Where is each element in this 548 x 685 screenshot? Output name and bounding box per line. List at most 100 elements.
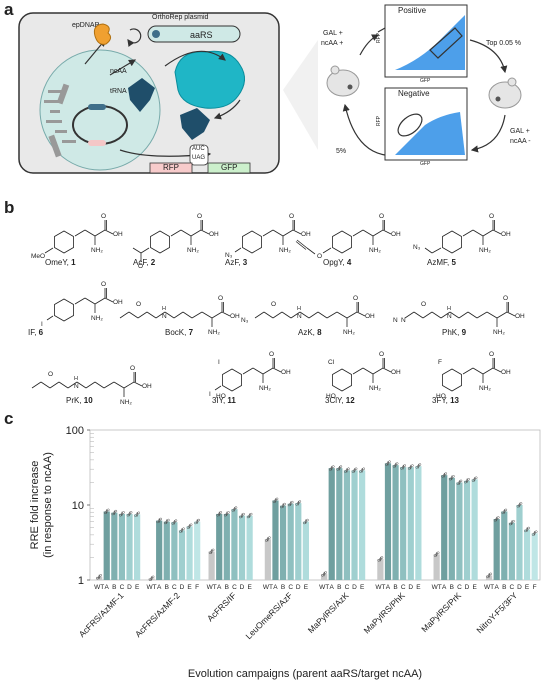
bar-label: E (416, 584, 421, 591)
compound-name: OmeY, (45, 258, 72, 267)
x-axis-label: Evolution campaigns (parent aaRS/target … (188, 668, 422, 680)
replicate-dot (223, 514, 227, 517)
compound-name: BocK, (165, 328, 189, 337)
benzene-ring (332, 368, 352, 392)
replicate-dot (362, 467, 365, 470)
replicate-dot (417, 464, 420, 468)
top-label: Top 0.05 % (486, 40, 522, 47)
bar-D (351, 470, 358, 580)
replicate-dot (444, 472, 448, 475)
replicate-dot (336, 468, 339, 471)
replicate-dot (516, 505, 520, 508)
atom-nh2: NH₂ (479, 247, 491, 254)
bar-label: WT (94, 584, 104, 591)
compound-number: 8 (317, 328, 322, 337)
bar-label: WT (147, 584, 157, 591)
replicate-dot (283, 502, 286, 506)
atom-oh: OH (142, 383, 152, 390)
bar-label: E (360, 584, 365, 591)
atom-i: I (209, 391, 211, 398)
five-percent-label: 5% (336, 148, 347, 155)
replicate-dot (385, 463, 388, 466)
replicate-dot (272, 500, 276, 504)
atom-nh2: NH₂ (369, 385, 381, 392)
replicate-dot (442, 473, 446, 477)
bar-label: C (510, 584, 515, 591)
charged-trna (180, 108, 210, 140)
atom-oh: OH (301, 231, 311, 238)
y-axis-label: (in response to ncAA) (42, 452, 54, 558)
rfp-label: RFP (163, 163, 179, 172)
replicate-dot (395, 462, 399, 465)
compound-name: PhK, (442, 328, 462, 337)
compound-label: 3FY, 13 (432, 396, 459, 405)
bar-E (415, 466, 422, 580)
atom-o: O (101, 213, 106, 220)
atom-oh: OH (281, 369, 291, 376)
compound-label: 3ClY, 12 (325, 396, 355, 405)
trna-label: tRNA (110, 88, 127, 95)
bar-label: WT (375, 584, 385, 591)
benzene-ring (54, 230, 74, 254)
atom-o: O (271, 301, 276, 308)
replicate-dot (436, 551, 440, 554)
replicate-dot (148, 578, 152, 581)
bar-label: C (232, 584, 237, 591)
replicate-dot (225, 512, 229, 516)
replicate-dot (400, 467, 403, 470)
compound-label: AzK, 8 (298, 328, 322, 337)
positive-axis-rfp: RFP (376, 33, 382, 43)
replicate-dot (135, 513, 139, 516)
bar-label: C (345, 584, 350, 591)
atom-ho: HO (436, 393, 446, 400)
aars-pill (147, 25, 241, 43)
replicate-dot (533, 532, 536, 535)
replicate-dot (274, 499, 277, 502)
replicate-dot (304, 520, 308, 523)
group-label: AcFRS/IF (205, 590, 238, 623)
atom-nh2: NH₂ (493, 329, 505, 336)
bar-C (118, 513, 126, 580)
bar-label: B (337, 584, 341, 591)
bar-E (471, 479, 478, 580)
replicate-dot (345, 469, 349, 472)
bar-label: D (127, 584, 132, 591)
compound-label: AzF, 3 (225, 258, 247, 267)
replicate-dot (360, 469, 364, 472)
compound-number: 9 (461, 328, 467, 337)
atom-ho: HO (216, 393, 226, 400)
bar-A (384, 463, 392, 580)
replicate-dot (265, 539, 268, 542)
benzene-ring (150, 230, 170, 254)
ring-gene-pink (88, 140, 106, 146)
atom-nh2: NH₂ (369, 247, 381, 254)
replicate-dot (525, 528, 529, 531)
atom-halo: I (218, 359, 220, 366)
replicate-dot (156, 520, 159, 524)
atom-oh: OH (230, 313, 240, 320)
atom-oh: OH (391, 369, 401, 376)
replicate-dot (249, 512, 253, 516)
bar-label: B (502, 584, 506, 591)
atom-o: O (48, 371, 53, 378)
bar-label: D (465, 584, 470, 591)
compound-number: 10 (83, 396, 93, 405)
replicate-dot (289, 502, 292, 505)
bar-A (216, 513, 223, 580)
gfp-bar (207, 162, 251, 174)
group-label: LeuOmeRS/AzF (243, 590, 294, 641)
positive-label: Positive (398, 6, 427, 15)
replicate-dot (435, 553, 438, 556)
replicate-dot (415, 466, 419, 469)
bar-label: WT (432, 584, 442, 591)
compound-label: IF, 6 (28, 328, 43, 337)
replicate-dot (174, 519, 178, 522)
benzene-ring (332, 230, 352, 254)
bar-B (448, 477, 455, 580)
compound-label: PhK, 9 (442, 328, 466, 337)
bar-WT (321, 574, 328, 580)
replicate-dot (234, 506, 238, 509)
replicate-dot (97, 575, 101, 579)
atom-o: O (136, 301, 141, 308)
compound-label: OmeY, 1 (45, 258, 76, 267)
